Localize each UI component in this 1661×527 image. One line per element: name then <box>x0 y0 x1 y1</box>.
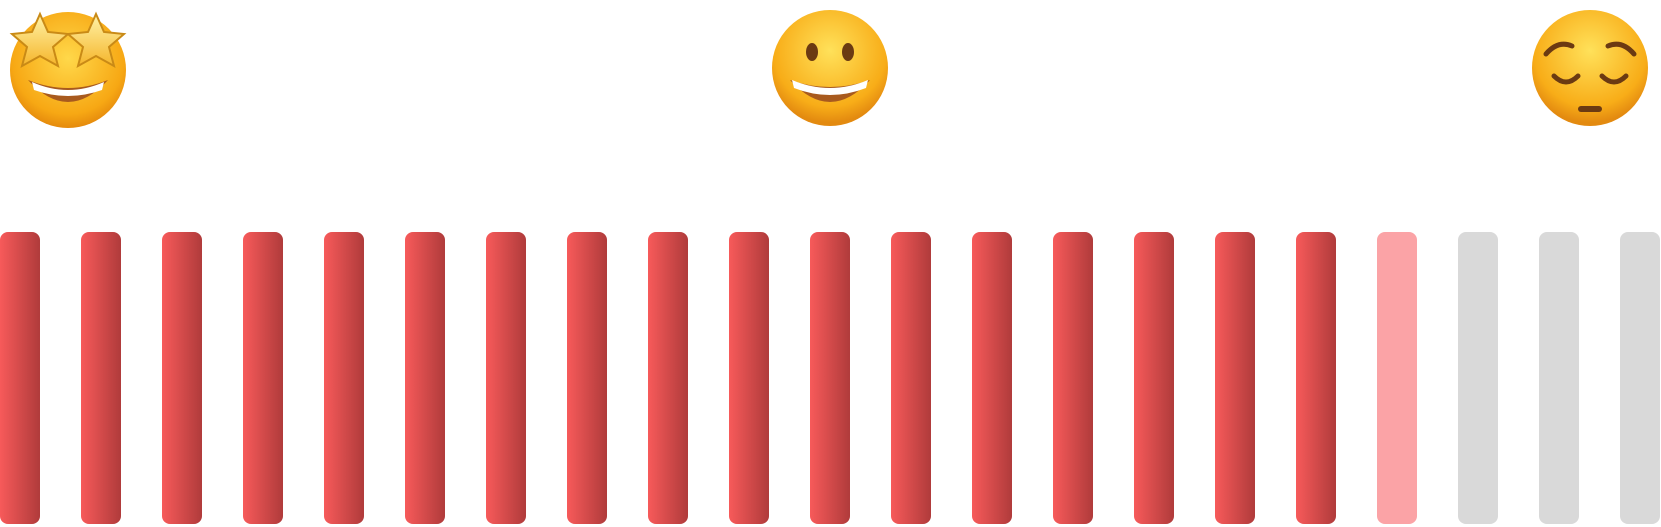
meter-segment-19-empty[interactable] <box>1458 232 1498 524</box>
meter-segment-12-filled[interactable] <box>891 232 931 524</box>
meter-segment-13-filled[interactable] <box>972 232 1012 524</box>
meter-segment-1-filled[interactable] <box>0 232 40 524</box>
meter-segment-21-empty[interactable] <box>1620 232 1660 524</box>
meter-segment-8-filled[interactable] <box>567 232 607 524</box>
pensive-face-emoji-icon[interactable] <box>1528 6 1652 130</box>
meter-segment-3-filled[interactable] <box>162 232 202 524</box>
meter-segment-10-filled[interactable] <box>729 232 769 524</box>
meter-segment-14-filled[interactable] <box>1053 232 1093 524</box>
meter-segment-5-filled[interactable] <box>324 232 364 524</box>
rating-meter-svg <box>0 232 1660 524</box>
meter-segment-4-filled[interactable] <box>243 232 283 524</box>
meter-segment-7-filled[interactable] <box>486 232 526 524</box>
grinning-face-emoji-icon[interactable] <box>768 6 892 130</box>
meter-segment-18-partial[interactable] <box>1377 232 1417 524</box>
meter-segment-6-filled[interactable] <box>405 232 445 524</box>
meter-segment-2-filled[interactable] <box>81 232 121 524</box>
meter-segment-17-filled[interactable] <box>1296 232 1336 524</box>
rating-emoji-row <box>0 0 1661 140</box>
rating-level-meter[interactable] <box>0 232 1661 524</box>
star-struck-emoji-icon[interactable] <box>6 6 130 130</box>
meter-segment-20-empty[interactable] <box>1539 232 1579 524</box>
meter-segment-9-filled[interactable] <box>648 232 688 524</box>
meter-segment-15-filled[interactable] <box>1134 232 1174 524</box>
meter-segment-11-filled[interactable] <box>810 232 850 524</box>
meter-segment-16-filled[interactable] <box>1215 232 1255 524</box>
